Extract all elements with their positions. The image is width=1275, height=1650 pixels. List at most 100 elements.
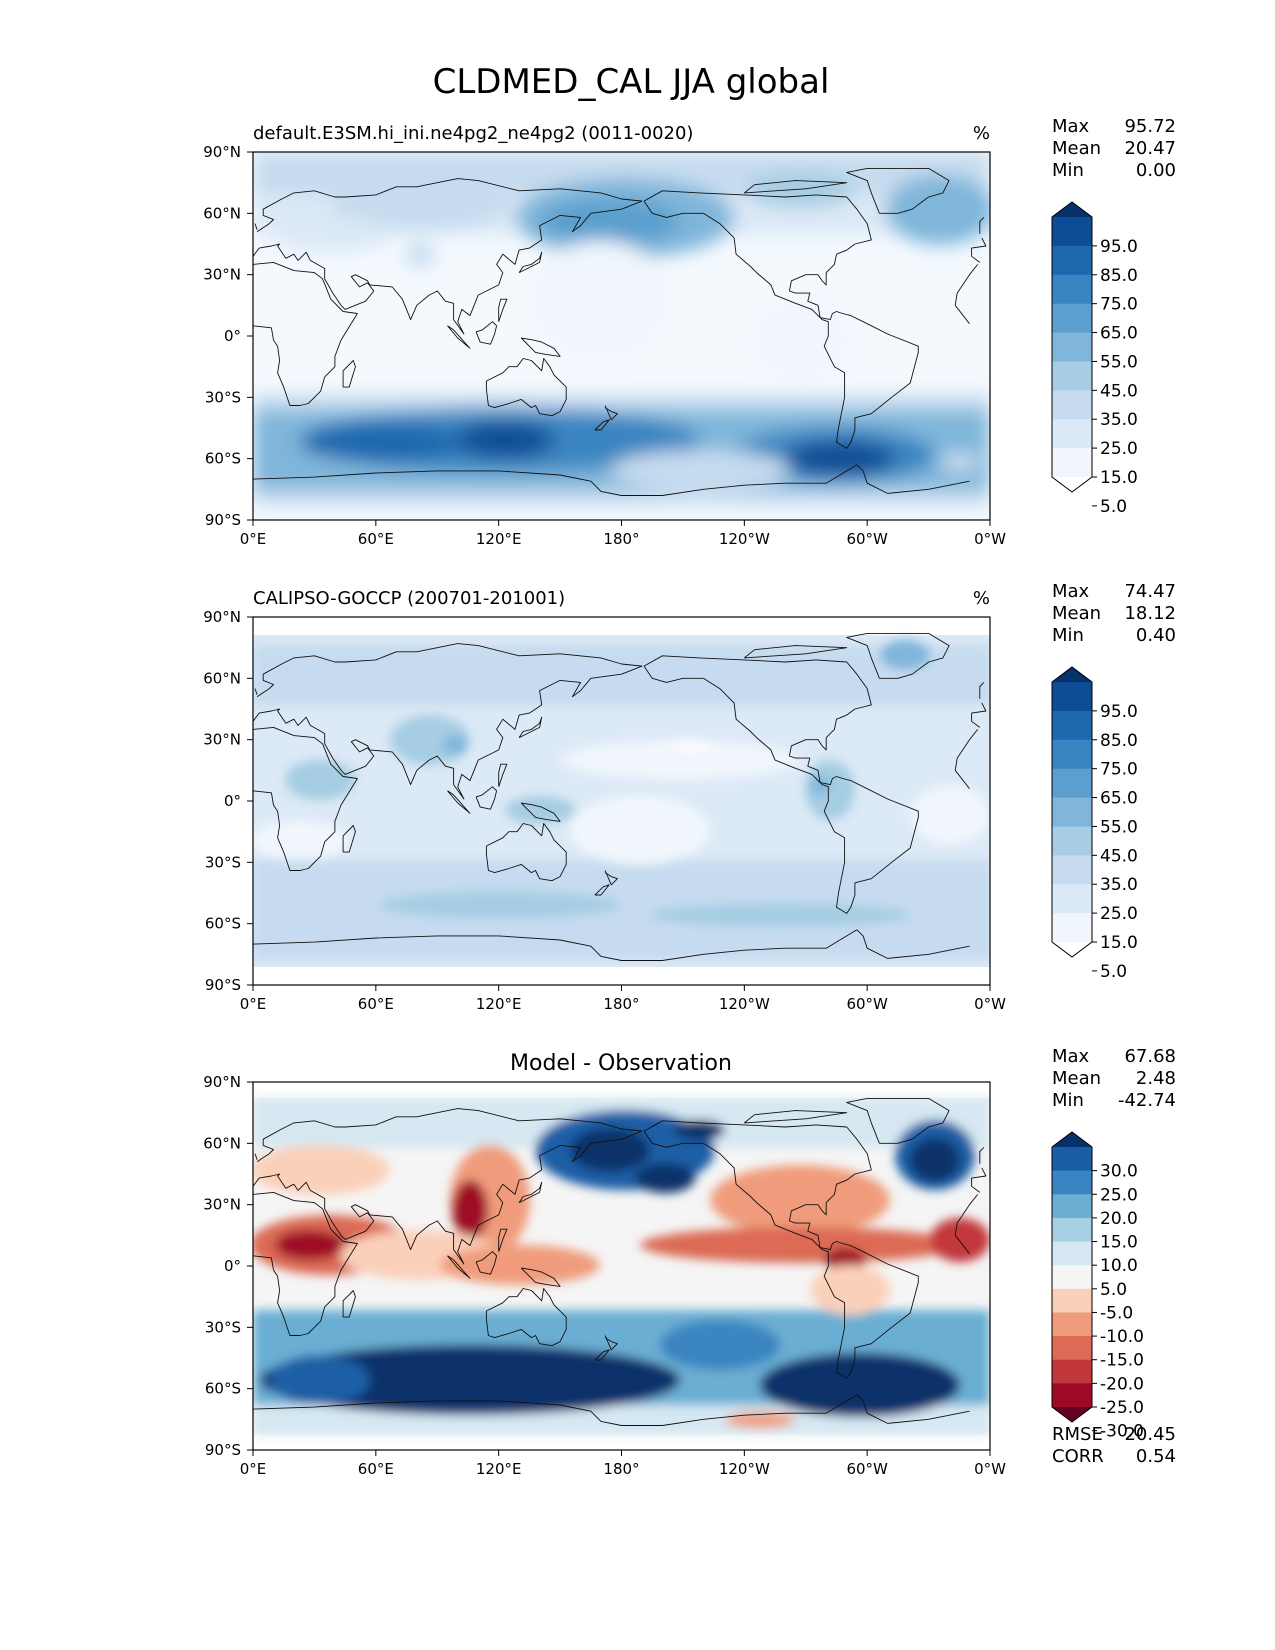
lat-tick-label: 30°S: [205, 853, 241, 871]
lon-tick-label: 120°E: [476, 995, 522, 1013]
lat-tick-label: 30°S: [205, 388, 241, 406]
metric-value: 20.45: [1124, 1424, 1176, 1445]
coastline: [253, 726, 979, 871]
coastline: [594, 419, 610, 431]
units-label: %: [973, 123, 990, 144]
coastline: [475, 321, 498, 345]
coastline: [518, 716, 543, 739]
colorbar-tick-label: 95.0: [1100, 237, 1138, 257]
colorbar-swatch: [1052, 1359, 1092, 1384]
lat-tick-label: 30°N: [203, 731, 241, 749]
coastlines: [253, 167, 987, 496]
lat-tick-label: 60°N: [203, 669, 241, 687]
colorbar-swatch: [1052, 361, 1092, 391]
lon-tick-label: 60°E: [358, 530, 394, 548]
stats-block: Max 67.68 Mean 2.48 Min -42.74: [1052, 1046, 1176, 1111]
colorbar: 95.0 85.0 75.0 65.0 55.0 45.0 35.0 25.0 15.0 5.0: [1051, 201, 1138, 517]
coastline: [475, 1251, 498, 1275]
colorbar-tick-label: 25.0: [1100, 1185, 1138, 1205]
units-label: %: [973, 588, 990, 609]
stat-label: Min: [1052, 625, 1084, 646]
coastline: [254, 1147, 985, 1164]
stats-block: Max 95.72 Mean 20.47 Min 0.00: [1052, 116, 1176, 181]
map-axes: 90°N 60°N 30°N 0° 30°S 60°S 90°S0°E 60°E 120°E 18…: [203, 143, 1006, 548]
coastline: [518, 1181, 543, 1204]
colorbar-tick-label: 65.0: [1100, 324, 1138, 344]
colorbar-swatch: [1052, 448, 1092, 478]
lon-tick-label: 180°: [603, 1460, 639, 1478]
colorbar-tick-label: 45.0: [1100, 381, 1138, 401]
coastline: [485, 358, 567, 417]
coastline: [744, 180, 848, 194]
colorbar-tick-label: 15.0: [1100, 468, 1138, 488]
stat-value: 20.47: [1124, 138, 1176, 159]
stat-value: 18.12: [1124, 603, 1176, 624]
figure-title: CLDMED_CAL JJA global: [433, 62, 830, 102]
stat-value: 95.72: [1124, 116, 1176, 137]
map-axes: 90°N 60°N 30°N 0° 30°S 60°S 90°S0°E 60°E 120°E 18…: [203, 1073, 1006, 1478]
colorbar-tick-label: 55.0: [1100, 352, 1138, 372]
lon-tick-label: 120°E: [476, 1460, 522, 1478]
colorbar-tick-label: 5.0: [1100, 962, 1127, 982]
stat-label: Mean: [1052, 138, 1101, 159]
coastline: [846, 167, 950, 214]
colorbar-swatch: [1052, 826, 1092, 856]
colorbar-swatch: [1052, 739, 1092, 770]
coastline: [604, 870, 618, 886]
colorbar-tick-label: 75.0: [1100, 760, 1138, 780]
colorbar-tick-label: -25.0: [1100, 1398, 1144, 1418]
lat-tick-label: 30°S: [205, 1318, 241, 1336]
lat-tick-label: 90°N: [203, 1073, 241, 1091]
coastline: [475, 786, 498, 810]
map-field-difference: [253, 1082, 990, 1450]
lon-tick-label: 120°W: [719, 995, 770, 1013]
stat-label: Max: [1052, 581, 1090, 602]
colorbar-tick-label: -10.0: [1100, 1327, 1144, 1347]
lat-tick-label: 60°N: [203, 204, 241, 222]
lon-tick-label: 0°W: [974, 1460, 1006, 1478]
colorbar-tick-label: 15.0: [1100, 933, 1138, 953]
lat-tick-label: 90°S: [205, 1441, 241, 1459]
stat-value: 0.40: [1136, 625, 1176, 646]
stat-value: 2.48: [1136, 1068, 1176, 1089]
lon-tick-label: 180°: [603, 530, 639, 548]
lon-tick-label: 60°W: [846, 1460, 888, 1478]
coastline: [485, 1288, 567, 1347]
lon-tick-label: 60°W: [846, 995, 888, 1013]
colorbar-swatch: [1052, 1170, 1092, 1195]
colorbar: 30.0 25.0 20.0 15.0 10.0 5.0 -5.0 -10.0 -15.0 -20…: [1051, 1131, 1144, 1442]
coastline: [253, 1108, 987, 1265]
coastline: [643, 655, 919, 914]
map-field-model: [253, 152, 990, 520]
colorbar: 95.0 85.0 75.0 65.0 55.0 45.0 35.0 25.0 15.0 5.0: [1051, 666, 1138, 982]
coastline: [518, 251, 543, 274]
map-axes: 90°N 60°N 30°N 0° 30°S 60°S 90°S0°E 60°E 120°E 18…: [203, 608, 1006, 1013]
coastline: [447, 1255, 471, 1279]
lon-tick-label: 180°: [603, 995, 639, 1013]
colorbar-extend-bottom: [1052, 1407, 1092, 1422]
lat-tick-label: 30°N: [203, 1196, 241, 1214]
coastline: [744, 1110, 848, 1124]
colorbar-swatch: [1052, 913, 1092, 943]
colorbar-swatch: [1052, 245, 1092, 276]
stat-label: Max: [1052, 1046, 1090, 1067]
colorbar-tick-label: 95.0: [1100, 702, 1138, 722]
coastline: [520, 1267, 561, 1287]
lon-tick-label: 0°E: [240, 1460, 267, 1478]
coastline: [253, 464, 970, 496]
coastline: [604, 405, 618, 421]
lat-tick-label: 0°: [224, 792, 241, 810]
colorbar-swatch: [1052, 332, 1092, 362]
coastline: [594, 1349, 610, 1361]
panel-difference: Model - Observation: [203, 1046, 1176, 1478]
coastline: [342, 825, 356, 853]
colorbar-swatch: [1052, 1147, 1092, 1172]
lat-tick-label: 90°S: [205, 511, 241, 529]
colorbar-tick-label: 75.0: [1100, 295, 1138, 315]
coastline: [498, 1228, 508, 1252]
coastline: [447, 790, 471, 814]
coastline: [604, 1335, 618, 1351]
colorbar-tick-label: 65.0: [1100, 789, 1138, 809]
colorbar-swatch: [1052, 682, 1092, 712]
